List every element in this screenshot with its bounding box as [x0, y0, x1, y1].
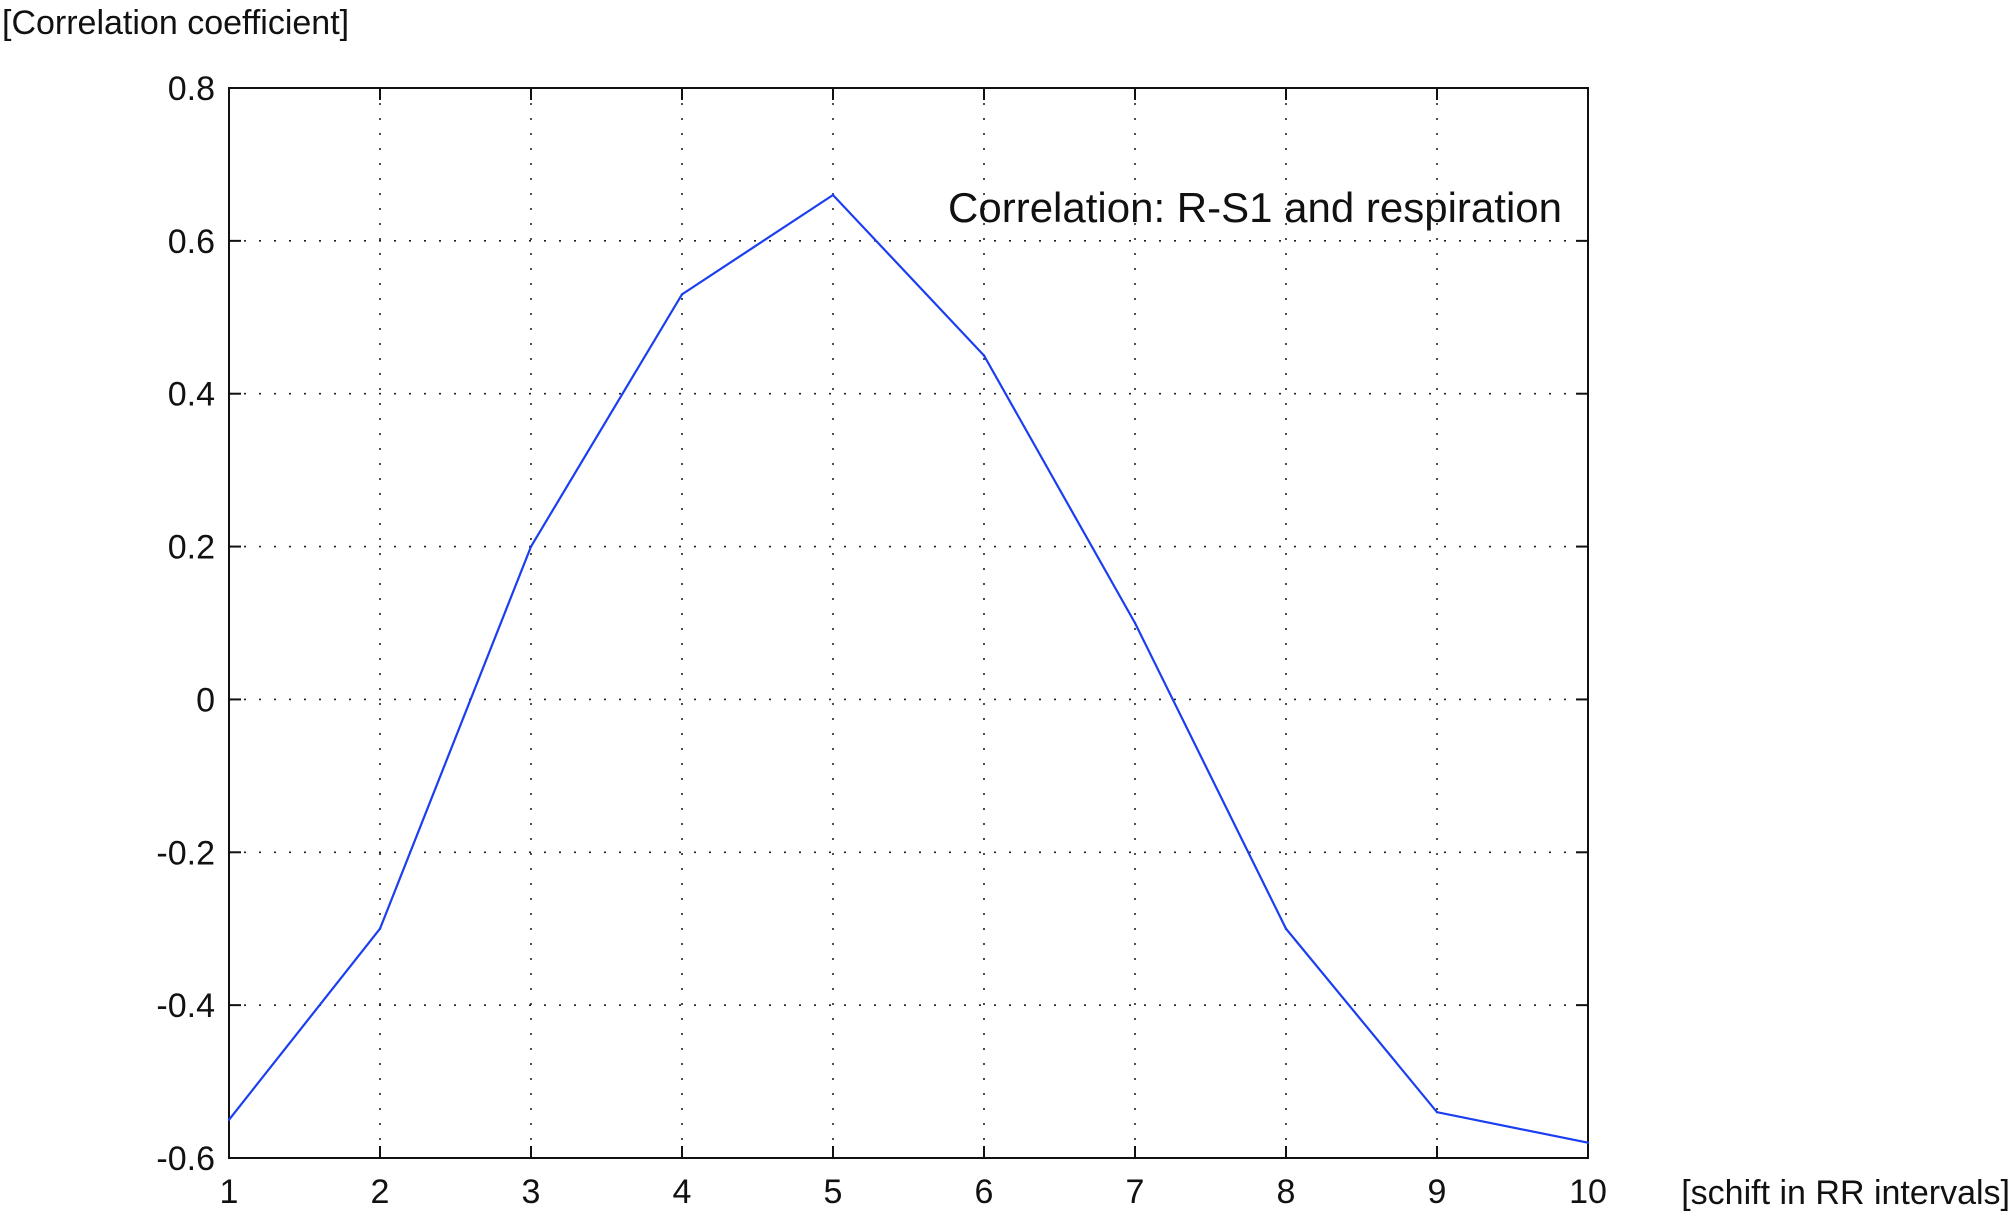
x-tick-label: 7 — [1126, 1173, 1145, 1211]
axis-ticks — [228, 87, 1589, 1159]
y-tick-label: -0.4 — [156, 987, 215, 1025]
x-tick-label: 4 — [673, 1173, 692, 1211]
y-tick-label: 0.8 — [168, 70, 215, 108]
y-tick-label: 0.4 — [168, 376, 215, 414]
y-tick-label: 0.2 — [168, 529, 215, 567]
tick-labels: 1 2 3 4 5 6 7 8 9 10 0.8 0.6 0.4 0.2 0 -0.2 -0.4 -0.6 — [156, 70, 1607, 1211]
y-axis-label: [Correlation coefficient] — [2, 4, 349, 42]
x-tick-label: 10 — [1569, 1173, 1607, 1211]
data-point — [378, 927, 382, 930]
data-point — [1435, 1110, 1439, 1114]
data-point — [982, 354, 986, 357]
x-tick-label: 3 — [522, 1173, 541, 1211]
x-tick-label: 6 — [975, 1173, 994, 1211]
x-tick-label: 1 — [220, 1173, 239, 1211]
data-point — [680, 293, 684, 296]
y-tick-label: 0.6 — [168, 223, 215, 261]
data-point — [1586, 1141, 1590, 1144]
x-tick-label: 5 — [824, 1173, 843, 1211]
x-tick-label: 9 — [1428, 1173, 1447, 1211]
data-point — [831, 193, 835, 197]
y-tick-label: -0.6 — [156, 1140, 215, 1178]
y-tick-label: -0.2 — [156, 834, 215, 872]
plot-frame — [228, 87, 1589, 1159]
series-line — [228, 193, 1589, 1144]
data-point — [1284, 927, 1288, 930]
x-tick-label: 2 — [371, 1173, 390, 1211]
grid-lines — [229, 88, 1588, 1158]
y-tick-label: 0 — [196, 681, 215, 719]
data-point — [1133, 621, 1137, 625]
x-axis-label: [schift in RR intervals] — [1681, 1174, 2010, 1212]
data-point — [529, 545, 533, 548]
series-layer — [227, 193, 1590, 1144]
x-tick-label: 8 — [1277, 1173, 1296, 1211]
data-point — [227, 1118, 231, 1121]
chart-annotation: Correlation: R-S1 and respiration — [948, 184, 1562, 231]
